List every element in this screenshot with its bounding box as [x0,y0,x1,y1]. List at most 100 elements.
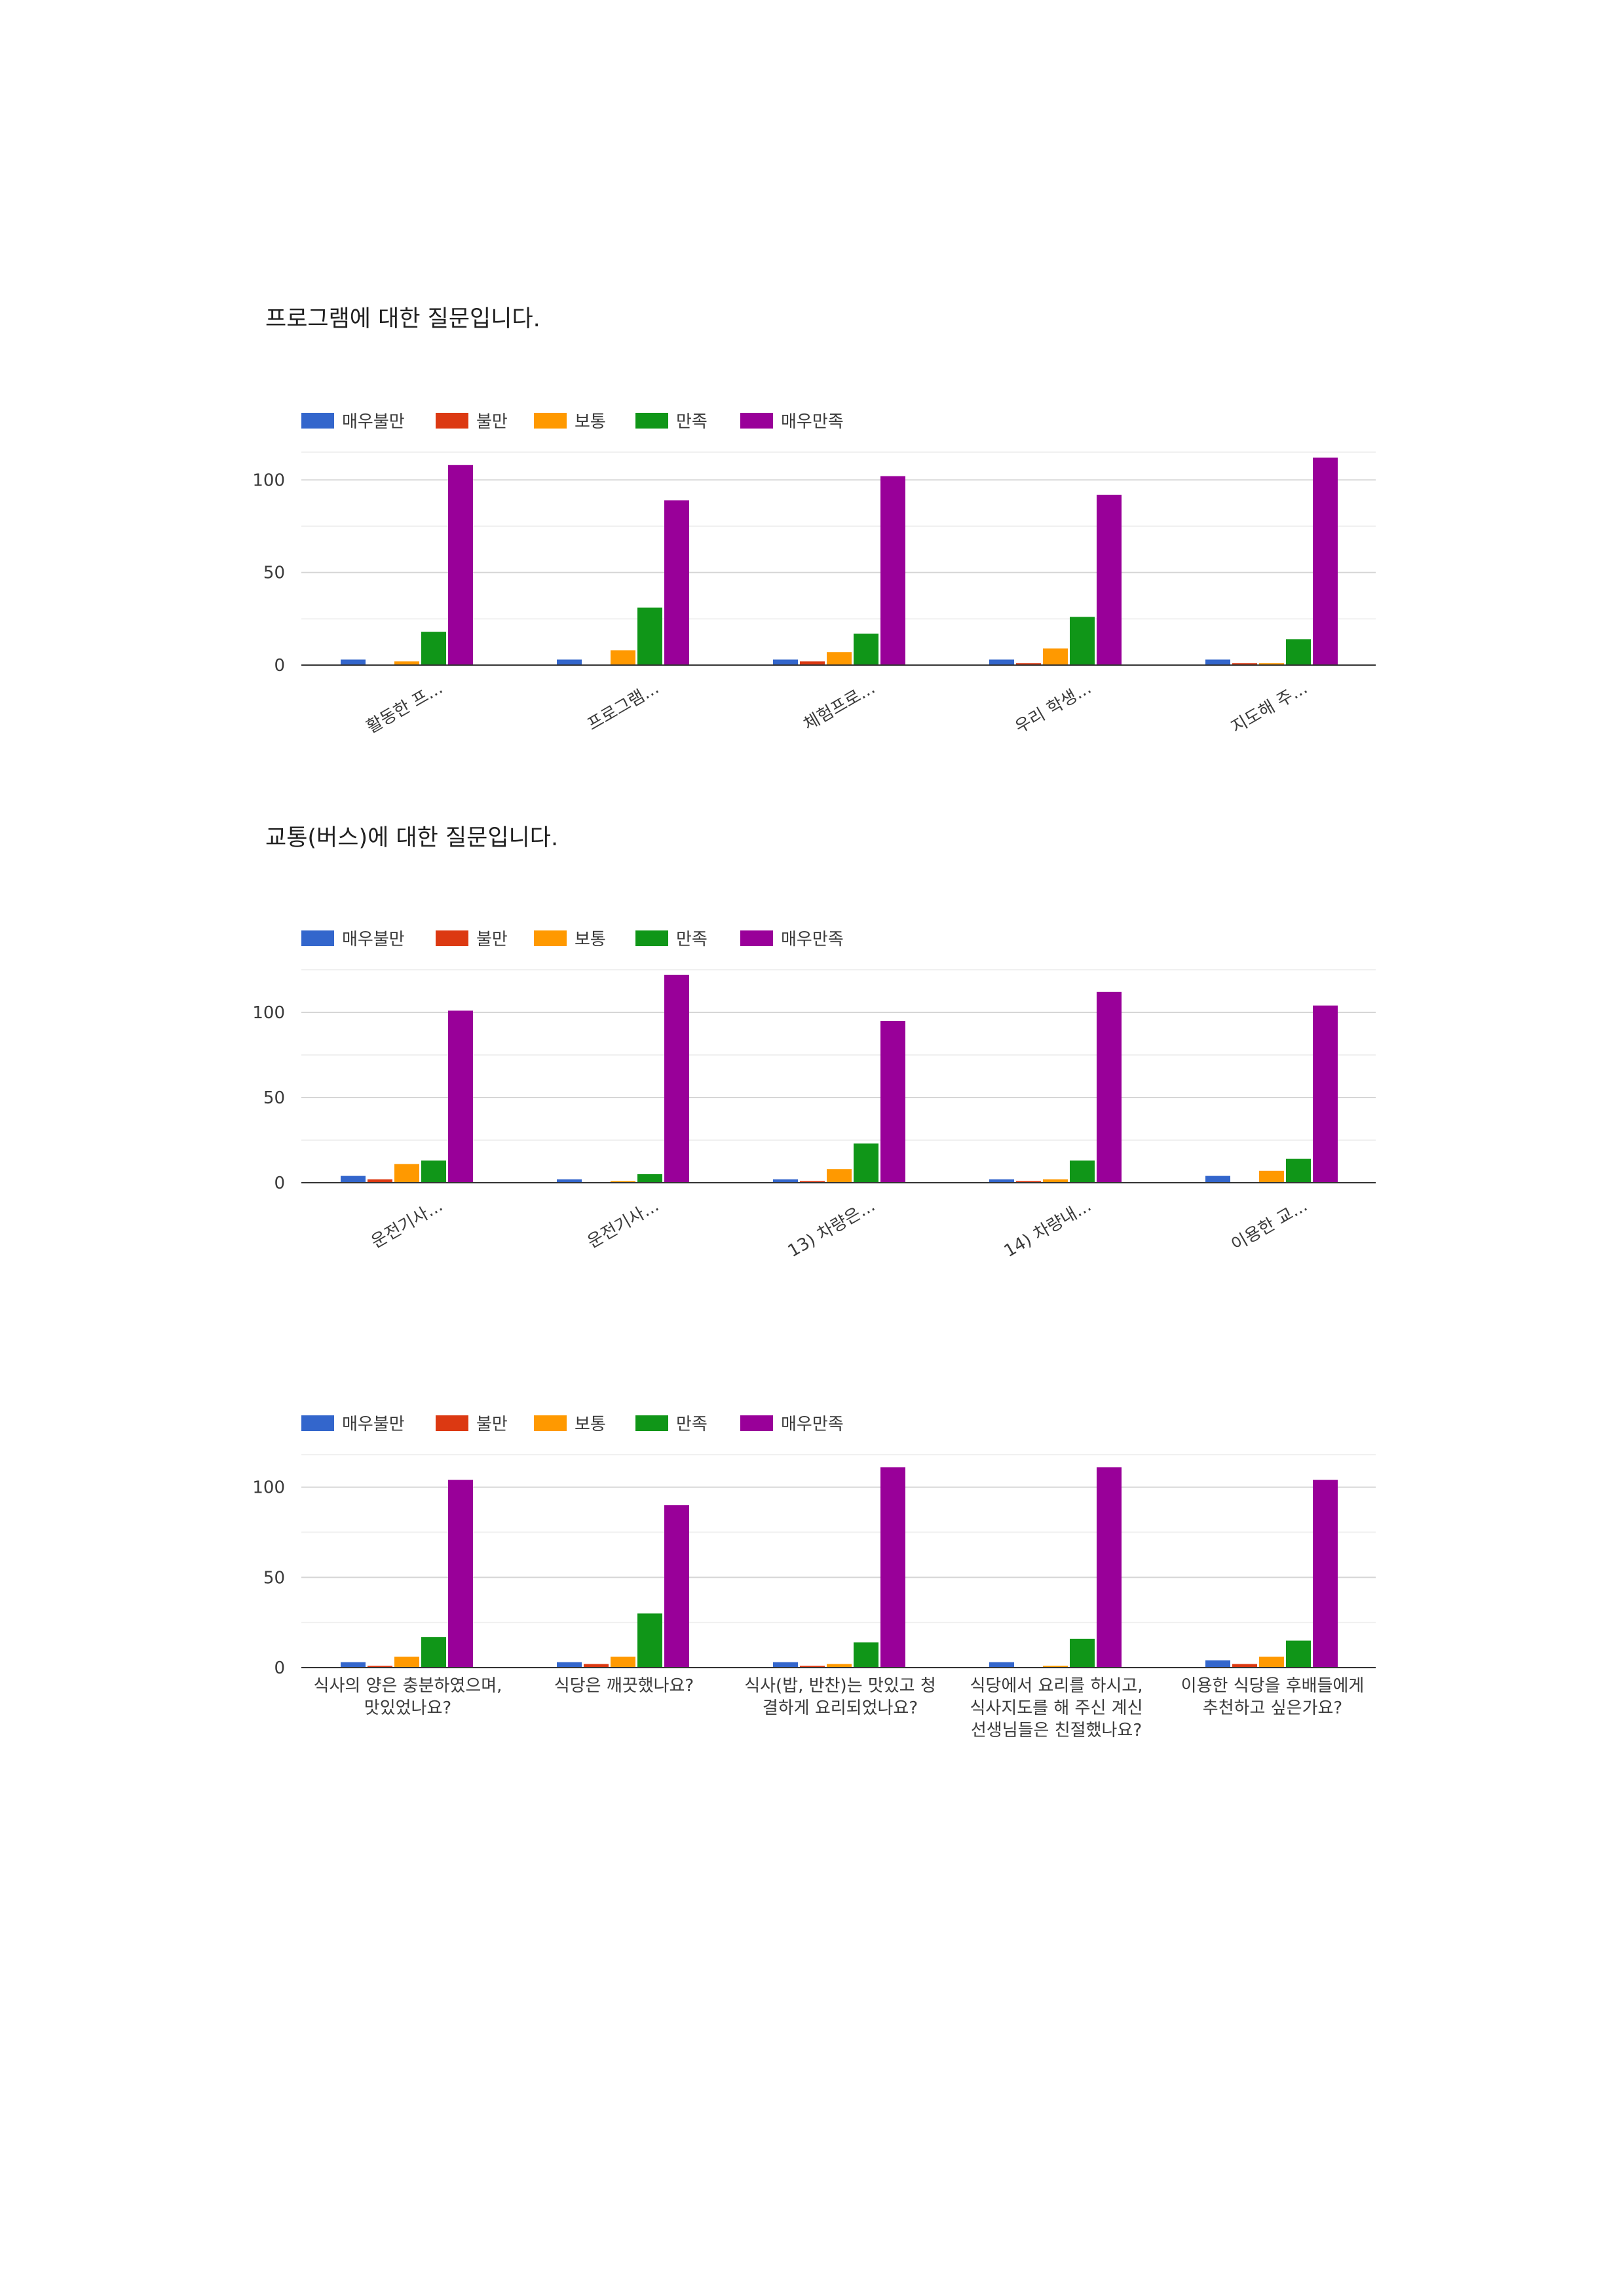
bar [854,1642,878,1668]
bar [773,659,798,665]
x-tick-label: 13) 차량은... [785,1196,878,1261]
x-tick-label: 식사의 양은 충분하였으며, [314,1676,502,1696]
bar [854,1143,878,1183]
legend-swatch [534,930,567,946]
legend-swatch [740,930,773,946]
x-tick-label: 지도해 주... [1228,678,1311,737]
y-tick-label: 100 [252,470,285,490]
bar [1259,663,1284,665]
x-tick-label: 이용한 식당을 후배들에게 [1181,1676,1365,1696]
bar [1313,1005,1338,1183]
x-tick-label: 운전기사... [368,1196,446,1252]
bar [448,1010,473,1183]
bar [637,607,662,665]
bar [368,1179,392,1183]
bar [394,1164,419,1183]
bar [421,1160,446,1183]
x-tick-label: 프로그램... [584,678,662,735]
bar [1043,1666,1068,1668]
legend-label: 불만 [476,1415,508,1434]
bar [637,1613,662,1668]
bar [1016,1181,1041,1183]
x-tick-label: 식사(밥, 반찬)는 맛있고 청 [744,1676,936,1696]
legend-label: 보통 [575,1415,606,1434]
bar [1286,1640,1311,1668]
y-tick-label: 50 [263,564,285,583]
bar [611,650,635,665]
legend-swatch [635,930,668,946]
x-tick-label: 우리 학생... [1011,678,1095,737]
legend-label: 매우불만 [342,1415,405,1434]
bar [1259,1170,1284,1183]
bar [1043,648,1068,665]
meal-bar-chart: 매우불만 불만 보통 만족 매우만족 0 50 100 식사의 양은 충분하였으며,맛있었나요?… [252,1415,1376,1740]
program-bar-chart: 매우불만 불만 보통 만족 매우만족 0 50 100 활동한 프... 프로그램... 체험프로.… [252,412,1376,737]
x-tick-label: 운전기사... [584,1196,662,1252]
x-tick-label: 결하게 요리되었나요? [763,1698,918,1718]
bar [1016,663,1041,665]
bar [584,1664,609,1668]
x-tick-label: 추천하고 싶은가요? [1203,1698,1342,1718]
bar [1070,1160,1095,1183]
x-tick-label: 이용한 교... [1228,1196,1311,1255]
bar [341,1662,366,1668]
legend-label: 매우불만 [342,412,405,432]
bar [1232,663,1257,665]
x-tick-label: 식당에서 요리를 하시고, [970,1676,1143,1696]
y-tick-label: 100 [252,1478,285,1498]
bar [827,652,852,665]
legend-label: 불만 [476,930,508,949]
bar [557,1179,582,1183]
legend-swatch [436,1415,468,1431]
bus-bar-chart: 매우불만 불만 보통 만족 매우만족 0 50 100 운전기사... 운전기사... 13) 차량… [252,930,1376,1261]
bar [773,1662,798,1668]
legend-swatch [436,930,468,946]
bar [637,1174,662,1183]
bar [448,1480,473,1668]
y-tick-label: 100 [252,1003,285,1023]
x-tick-label: 맛있었나요? [364,1698,451,1718]
bar [989,1179,1014,1183]
legend-swatch [301,413,334,429]
bar [1313,457,1338,665]
section-title-program: 프로그램에 대한 질문입니다. [265,306,540,332]
bar [341,1176,366,1183]
legend-swatch [635,413,668,429]
y-tick-label: 50 [263,1088,285,1108]
legend-label: 매우만족 [781,930,844,949]
bar [800,1181,825,1183]
legend-label: 매우만족 [781,412,844,432]
x-tick-label: 선생님들은 친절했나요? [971,1721,1142,1740]
x-tick-label: 체험프로... [801,678,878,735]
legend-label: 매우불만 [342,930,405,949]
bar [1232,1664,1257,1668]
bar [368,1666,392,1668]
bar [557,659,582,665]
bar [1070,617,1095,665]
legend-swatch [534,413,567,429]
legend-label: 보통 [575,412,606,432]
bar [880,476,905,665]
bar [421,632,446,665]
bar [394,1656,419,1668]
legend-label: 만족 [676,1415,708,1434]
y-tick-label: 0 [274,1658,285,1678]
bar [1043,1179,1068,1183]
bar [800,1666,825,1668]
x-tick-label: 활동한 프... [363,678,446,737]
bar [880,1021,905,1183]
bar [880,1467,905,1668]
bar [611,1656,635,1668]
legend-label: 만족 [676,930,708,949]
legend-swatch [635,1415,668,1431]
y-tick-label: 0 [274,1174,285,1193]
bar [448,465,473,665]
legend-swatch [740,413,773,429]
bar [1259,1656,1284,1668]
x-tick-label: 14) 차량내... [1001,1196,1095,1261]
legend-label: 불만 [476,412,508,432]
x-tick-label: 식당은 깨끗했나요? [554,1676,694,1696]
bar [664,500,689,665]
legend-swatch [301,930,334,946]
bar [1286,639,1311,665]
